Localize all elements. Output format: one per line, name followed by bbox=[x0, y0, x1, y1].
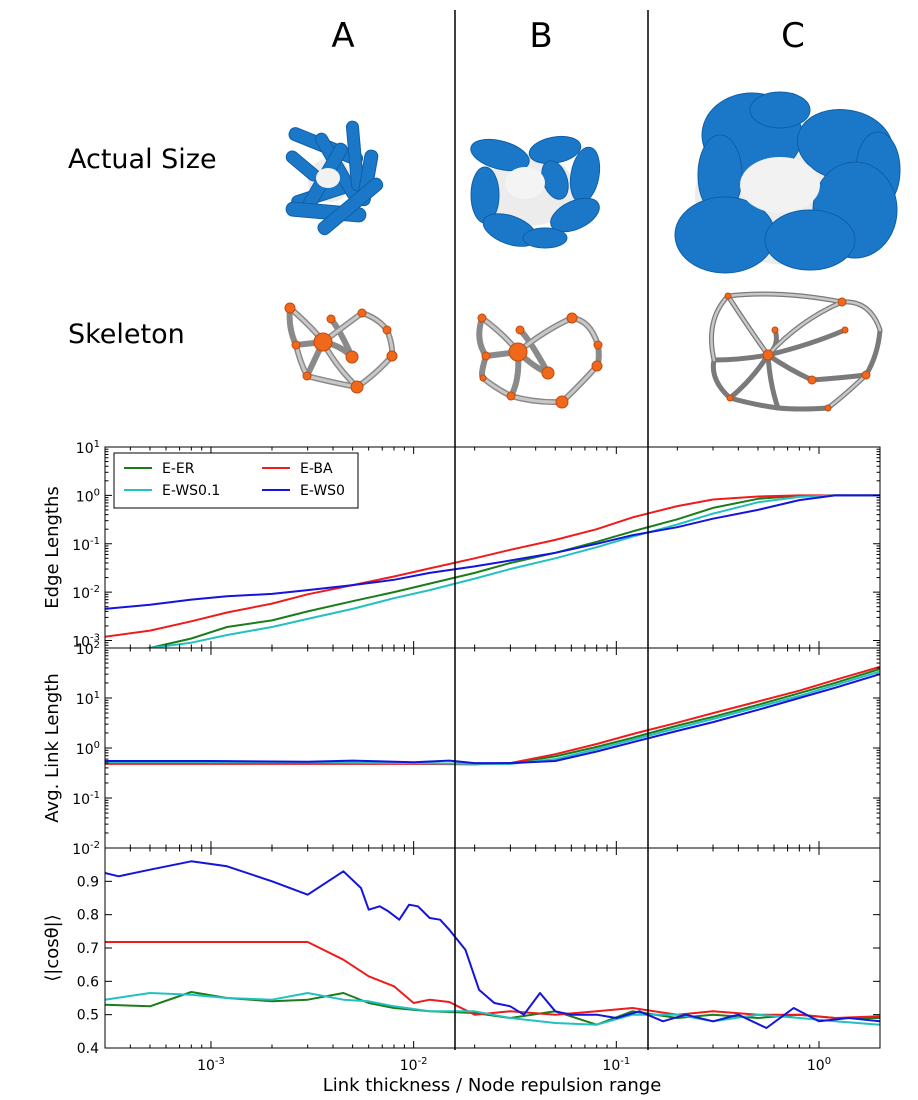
y-tick-label: 101 bbox=[76, 439, 100, 457]
series-line-e-ws0-1 bbox=[105, 670, 880, 765]
series-line-e-ws0-1 bbox=[149, 494, 880, 648]
network-skeleton-render-a bbox=[284, 302, 398, 394]
y-tick-label: 0.4 bbox=[77, 1041, 99, 1057]
y-tick-label: 10-1 bbox=[72, 790, 100, 808]
legend-entry: E-ER bbox=[162, 461, 195, 477]
y-tick-label: 0.9 bbox=[77, 874, 99, 890]
series-line-e-er bbox=[105, 668, 880, 765]
y-tick-label: 0.5 bbox=[77, 1008, 99, 1024]
column-header-c: C bbox=[781, 16, 805, 56]
x-tick-label: 10-1 bbox=[602, 1056, 630, 1074]
series-line-e-ba bbox=[105, 494, 880, 638]
x-tick-label: 100 bbox=[807, 1056, 831, 1074]
y-tick-label: 100 bbox=[76, 740, 100, 758]
chart-panel-2: 102 101 100 10-1 10-2 Avg. Link Length bbox=[42, 640, 881, 858]
y-axis-label: Edge Lengths bbox=[42, 486, 63, 608]
series-line-e-ws0-1 bbox=[105, 992, 880, 1026]
x-tick-label: 10-3 bbox=[197, 1056, 225, 1074]
y-axis-label: ⟨|cosθ|⟩ bbox=[42, 914, 63, 981]
network-actual-size-render-c bbox=[674, 91, 901, 274]
y-tick-label: 100 bbox=[76, 487, 100, 505]
y-tick-label: 10-1 bbox=[72, 536, 100, 554]
y-tick-label: 10-2 bbox=[72, 584, 100, 602]
series-line-e-ws0 bbox=[105, 494, 880, 610]
column-header-b: B bbox=[529, 16, 552, 56]
plot-frame bbox=[104, 647, 881, 849]
y-tick-label: 0.7 bbox=[77, 941, 99, 957]
network-skeleton-render-b bbox=[476, 312, 603, 409]
chart-panel-1: 101 100 10-1 10-2 10-3 Edge Lengths bbox=[42, 439, 881, 651]
network-skeleton-render-c bbox=[709, 291, 883, 412]
y-axis-label: Avg. Link Length bbox=[42, 673, 63, 822]
y-tick-label: 101 bbox=[76, 690, 100, 708]
series-line-e-ws0 bbox=[105, 860, 880, 1029]
column-header-a: A bbox=[331, 16, 354, 56]
network-actual-size-render-b bbox=[470, 135, 601, 249]
legend-entry: E-BA bbox=[300, 461, 333, 477]
legend-entry: E-WS0 bbox=[300, 483, 345, 499]
row-label-skeleton: Skeleton bbox=[68, 319, 185, 350]
y-tick-label: 0.6 bbox=[77, 974, 99, 990]
legend-entry: E-WS0.1 bbox=[162, 483, 220, 499]
series-line-e-ws0 bbox=[105, 673, 880, 765]
x-tick-labels: 10-3 10-2 10-1 100 bbox=[197, 1056, 831, 1074]
y-tick-label: 102 bbox=[76, 640, 100, 658]
series-line-e-er bbox=[143, 494, 880, 648]
x-tick-label: 10-2 bbox=[400, 1056, 428, 1074]
legend: E-ER E-BA E-WS0.1 E-WS0 bbox=[113, 452, 359, 509]
series-line-e-ba bbox=[105, 941, 880, 1019]
network-actual-size-render-a bbox=[285, 120, 384, 236]
x-axis-label: Link thickness / Node repulsion range bbox=[323, 1075, 662, 1096]
series-line-e-ba bbox=[105, 665, 880, 766]
y-tick-label: 0.8 bbox=[77, 908, 99, 924]
y-tick-label: 10-3 bbox=[72, 633, 100, 651]
chart-panel-3: 0.4 0.5 0.6 0.7 0.8 0.9 ⟨|cosθ|⟩ bbox=[42, 847, 881, 1057]
y-tick-label: 10-2 bbox=[72, 840, 100, 858]
row-label-actual-size: Actual Size bbox=[68, 144, 217, 175]
